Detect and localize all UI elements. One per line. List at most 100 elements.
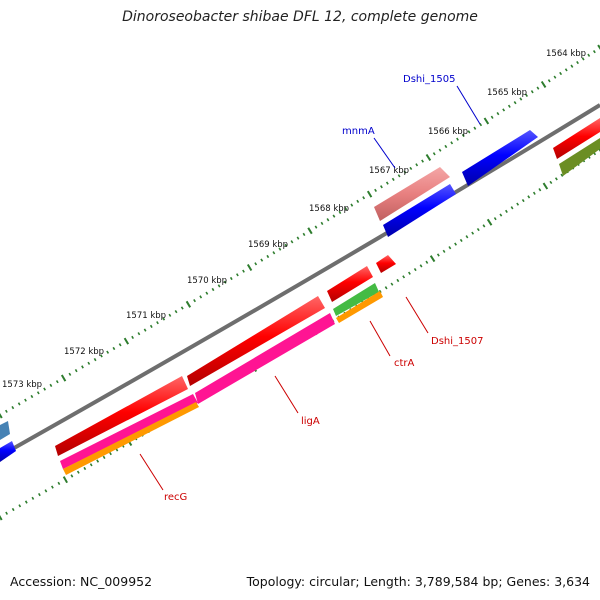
outer-scale-tick — [397, 174, 401, 178]
leader-dshi-1505 — [456, 85, 481, 125]
outer-scale-tick — [581, 57, 585, 61]
outer-scale-tick — [564, 68, 568, 72]
outer-scale-tick — [444, 144, 448, 149]
outer-scale-tick — [137, 332, 141, 336]
inner-scale-tick — [51, 485, 54, 489]
inner-scale-tick — [390, 282, 394, 286]
gene-block-top-right-olive[interactable] — [559, 138, 600, 176]
outer-scale-tick — [106, 350, 110, 354]
gene-block-left-blue[interactable] — [0, 441, 16, 462]
outer-scale-tick — [362, 196, 366, 200]
inner-scale-tick — [532, 191, 536, 195]
outer-scale-tick — [597, 44, 600, 50]
outer-scale-tick — [168, 313, 172, 317]
inner-scale-tick — [516, 202, 520, 206]
leader-liga — [274, 375, 299, 414]
outer-scale-tick — [403, 170, 407, 174]
gene-block-left-steelblue[interactable] — [0, 421, 10, 440]
gene-block-red-1569[interactable] — [327, 266, 373, 302]
inner-scale-tick — [459, 238, 463, 243]
outer-scale-tick — [385, 181, 389, 185]
scale-label-1570: 1570 kbp — [187, 276, 227, 286]
inner-scale-tick — [521, 198, 525, 203]
outer-scale-tick — [100, 354, 103, 358]
outer-scale-tick — [123, 337, 130, 345]
outer-scale-tick — [49, 383, 53, 388]
outer-scale-tick — [391, 177, 395, 182]
gene-block-dshi-1507[interactable] — [376, 255, 396, 273]
outer-scale-tick — [496, 111, 500, 116]
gene-block-ctra-orange[interactable] — [336, 291, 383, 323]
inner-scale-tick — [560, 173, 564, 177]
gene-block-mnma[interactable] — [383, 184, 456, 237]
outer-scale-tick — [242, 269, 245, 273]
outer-scale-tick — [421, 159, 424, 163]
gene-block-dshi-1505[interactable] — [462, 130, 538, 186]
inner-scale-tick — [89, 463, 93, 467]
inner-scale-tick — [436, 253, 440, 257]
scale-label-1566: 1566 kbp — [428, 127, 468, 137]
outer-scale-tick — [131, 335, 134, 340]
inner-scale-tick — [109, 451, 112, 456]
gene-label-ctra[interactable]: ctrA — [394, 358, 415, 369]
gene-block-red-1572[interactable] — [55, 376, 188, 456]
leader-recg — [139, 453, 164, 491]
gene-block-top-right-red[interactable] — [553, 118, 600, 159]
outer-scale-tick — [185, 300, 192, 308]
outer-scale-tick — [260, 258, 264, 262]
inner-scale-tick — [413, 267, 417, 272]
outer-scale-tick — [332, 214, 336, 218]
gene-label-recg[interactable]: recG — [164, 492, 187, 503]
outer-scale-tick — [519, 97, 523, 101]
inner-scale-tick — [549, 180, 553, 185]
outer-scale-tick — [118, 343, 122, 347]
outer-scale-tick — [55, 380, 59, 384]
outer-scale-tick — [525, 93, 528, 98]
outer-scale-tick — [461, 133, 465, 138]
leader-ctra — [369, 320, 391, 357]
gene-label-dshi-1507[interactable]: Dshi_1507 — [431, 336, 483, 347]
scale-labels: 1564 kbp 1565 kbp 1566 kbp 1567 kbp 1568… — [2, 49, 586, 390]
outer-scale-tick — [43, 387, 46, 391]
genome-backbone — [0, 103, 600, 458]
scale-label-1567: 1567 kbp — [369, 166, 409, 176]
gene-block-mnma-pseudo[interactable] — [374, 167, 450, 221]
inner-scale-tick — [476, 227, 480, 232]
outer-scale-tick — [17, 402, 21, 406]
gene-label-liga[interactable]: ligA — [301, 416, 320, 427]
gene-block-liga[interactable] — [195, 313, 335, 404]
outer-scale-tick — [68, 372, 72, 376]
outer-scale-tick — [547, 79, 551, 83]
inner-scale-tick — [96, 459, 100, 463]
inner-scale-tick — [542, 182, 549, 190]
gene-label-mnma[interactable]: mnmA — [342, 126, 375, 137]
outer-scale-tick — [576, 60, 579, 65]
outer-scale-tick — [326, 218, 330, 222]
outer-scale-tick — [87, 361, 91, 365]
outer-scale-tick — [81, 365, 84, 369]
outer-scale-tick — [174, 309, 178, 314]
gene-block-recg-magenta[interactable] — [60, 394, 198, 469]
outer-scale-tick — [180, 306, 184, 310]
outer-scale-tick — [570, 64, 574, 68]
scale-label-1572: 1572 kbp — [64, 347, 104, 357]
inner-scale-tick — [396, 278, 400, 283]
scale-label-1573: 1573 kbp — [2, 380, 42, 390]
outer-scale-tick — [205, 291, 209, 295]
gene-label-dshi-1505[interactable]: Dshi_1505 — [403, 74, 455, 85]
inner-scale-tick — [527, 195, 531, 199]
outer-scale-tick — [592, 50, 596, 54]
outer-scale-tick — [425, 153, 432, 161]
outer-scale-tick — [217, 284, 221, 288]
outer-scale-tick — [450, 141, 454, 145]
outer-scale-tick — [302, 232, 306, 237]
inner-scale-tick — [482, 224, 486, 228]
scale-label-1564: 1564 kbp — [546, 49, 586, 59]
gene-block-ctra-green[interactable] — [333, 283, 379, 316]
inner-scale-tick — [5, 511, 8, 515]
scale-label-1569: 1569 kbp — [248, 240, 288, 250]
outer-scale-tick — [540, 80, 547, 88]
gene-block-recg-orange[interactable] — [63, 402, 199, 475]
outer-scale-tick — [587, 53, 591, 57]
gene-block-red-1570[interactable] — [187, 296, 325, 386]
